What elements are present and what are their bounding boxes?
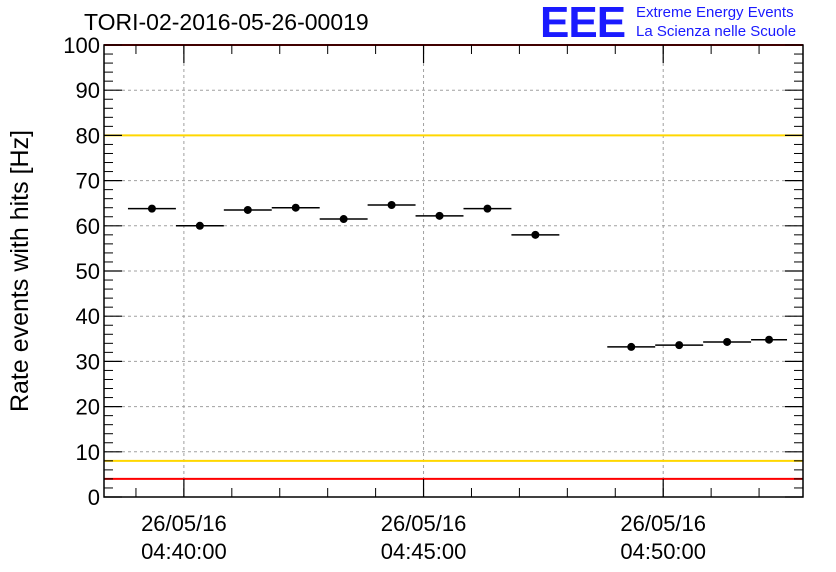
data-point (243, 205, 252, 214)
data-point (765, 335, 774, 344)
data-point (723, 337, 732, 346)
x-tick-date-label: 26/05/16 (620, 511, 706, 536)
data-point (627, 342, 636, 351)
grid (104, 45, 803, 497)
y-tick-label: 50 (76, 259, 100, 284)
logo-line-2: La Scienza nelle Scuole (636, 23, 797, 40)
data-point (147, 204, 156, 213)
x-tick-date-label: 26/05/16 (141, 511, 227, 536)
data-point (387, 201, 396, 210)
x-tick-time-label: 04:45:00 (381, 539, 467, 564)
axis-ticks (104, 44, 803, 498)
y-tick-label: 70 (76, 169, 100, 194)
y-tick-label: 20 (76, 395, 100, 420)
y-tick-label: 0 (88, 485, 100, 510)
y-tick-label: 10 (76, 440, 100, 465)
data-point (195, 221, 204, 230)
x-tick-time-label: 04:50:00 (620, 539, 706, 564)
y-tick-label: 80 (76, 123, 100, 148)
y-tick-label: 40 (76, 304, 100, 329)
axis-labels: 0 10 20 30 40 50 60 70 80 90 100 26/05/16 04:40:00 26… (63, 33, 706, 564)
data-point (291, 203, 300, 212)
y-tick-label: 90 (76, 78, 100, 103)
chart-title: TORI-02-2016-05-26-00019 (84, 9, 369, 35)
data-points (127, 201, 788, 351)
y-tick-label: 60 (76, 214, 100, 239)
data-point (339, 215, 348, 224)
data-point (483, 204, 492, 213)
data-point (675, 341, 684, 350)
y-axis-label: Rate events with hits [Hz] (6, 130, 34, 412)
x-tick-date-label: 26/05/16 (381, 511, 467, 536)
reference-lines (104, 44, 803, 480)
data-point (435, 211, 444, 220)
eee-logo-mark: EEE (540, 0, 626, 47)
y-tick-label: 30 (76, 349, 100, 374)
logo-line-1: Extreme Energy Events (636, 4, 794, 21)
data-point (531, 230, 540, 239)
x-tick-time-label: 04:40:00 (141, 539, 227, 564)
y-tick-label: 100 (63, 33, 100, 58)
